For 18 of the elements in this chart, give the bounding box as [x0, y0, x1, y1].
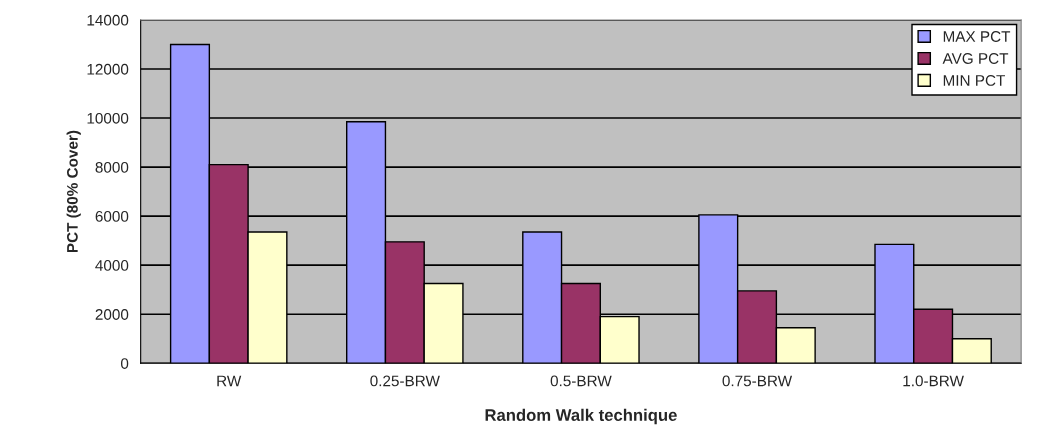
x-tick-label: 1.0-BRW	[903, 375, 964, 387]
y-axis-title: PCT (80% Cover)	[66, 130, 81, 253]
y-tick-label: 8000	[95, 161, 129, 173]
legend-label: AVG PCT	[942, 53, 1009, 64]
legend-label: MAX PCT	[943, 31, 1011, 42]
y-tick-label: 14000	[87, 14, 129, 26]
y-tick-label: 12000	[87, 63, 129, 75]
legend-label: MIN PCT	[943, 75, 1006, 86]
x-axis-title: Random Walk technique	[485, 408, 677, 425]
y-tick-label: 4000	[95, 260, 129, 271]
y-tick-label: 0	[120, 358, 129, 369]
x-tick-label: 0.5-BRW	[550, 375, 612, 387]
x-tick-label: 0.25-BRW	[370, 375, 440, 387]
y-tick-label: 2000	[95, 309, 129, 320]
y-tick-label: 6000	[95, 210, 129, 222]
y-tick-label: 10000	[87, 112, 129, 124]
x-tick-label: 0.75-BRW	[722, 375, 793, 387]
x-tick-label: RW	[217, 375, 242, 387]
